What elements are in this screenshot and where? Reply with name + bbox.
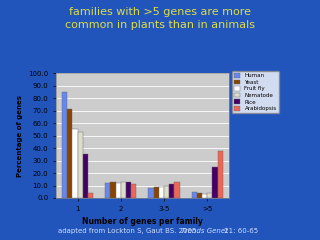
- Text: families with >5 genes are more
common in plants than in animals: families with >5 genes are more common i…: [65, 7, 255, 30]
- Y-axis label: Percentage of genes: Percentage of genes: [17, 95, 22, 177]
- Text: 21: 60-65: 21: 60-65: [222, 228, 259, 234]
- Bar: [218, 150, 223, 198]
- Bar: [77, 132, 83, 198]
- Bar: [159, 187, 164, 198]
- Bar: [110, 182, 116, 198]
- Text: adapted from Lockton S, Gaut BS. 2005.: adapted from Lockton S, Gaut BS. 2005.: [58, 228, 203, 234]
- Legend: Human, Yeast, Fruit fly, Nematode, Rice, Arabidopsis: Human, Yeast, Fruit fly, Nematode, Rice,…: [232, 71, 279, 114]
- Bar: [67, 109, 72, 198]
- Bar: [83, 154, 88, 198]
- Bar: [154, 187, 159, 198]
- Bar: [164, 186, 169, 198]
- Bar: [72, 129, 77, 198]
- Bar: [169, 184, 174, 198]
- Bar: [126, 182, 131, 198]
- Bar: [197, 193, 202, 198]
- Bar: [105, 183, 110, 198]
- Bar: [88, 193, 93, 198]
- Bar: [207, 193, 212, 198]
- Bar: [62, 92, 67, 198]
- Bar: [148, 188, 154, 198]
- Bar: [202, 194, 207, 198]
- Bar: [212, 167, 218, 198]
- X-axis label: Number of genes per family: Number of genes per family: [82, 217, 203, 226]
- Bar: [116, 183, 121, 198]
- Bar: [121, 182, 126, 198]
- Bar: [174, 182, 180, 198]
- Bar: [131, 184, 136, 198]
- Text: Trends Genet: Trends Genet: [181, 228, 228, 234]
- Bar: [192, 192, 197, 198]
